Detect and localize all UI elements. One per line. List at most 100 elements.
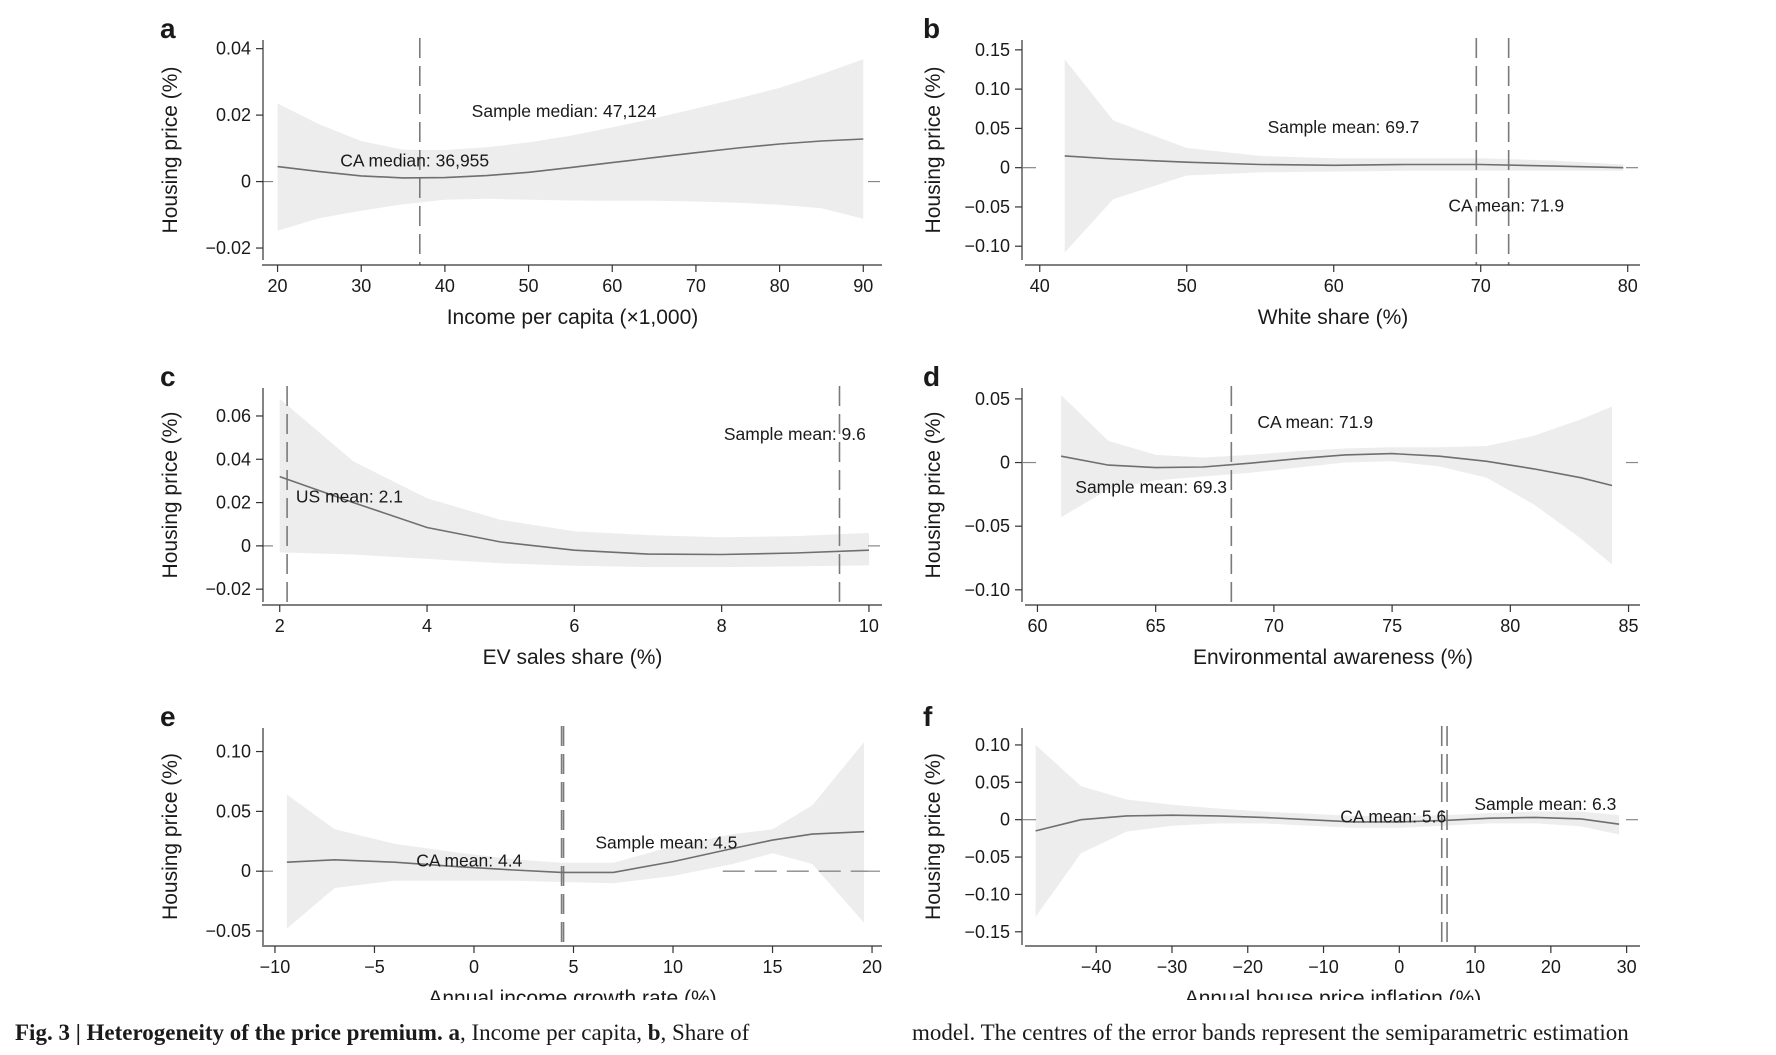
y-tick-label: 0 <box>241 172 251 192</box>
y-tick-label: 0.10 <box>216 742 251 762</box>
x-tick-label: 60 <box>1324 276 1344 296</box>
y-tick-label: 0.10 <box>975 735 1010 755</box>
x-tick-label: 10 <box>1465 957 1485 977</box>
x-tick-label: 65 <box>1146 616 1166 636</box>
x-tick-label: 0 <box>1394 957 1404 977</box>
y-tick-label: 0 <box>241 861 251 881</box>
x-tick-label: −40 <box>1081 957 1112 977</box>
x-tick-label: −20 <box>1232 957 1263 977</box>
panel-letter: a <box>160 13 176 44</box>
x-tick-label: 80 <box>1618 276 1638 296</box>
y-axis-title: Housing price (%) <box>159 412 182 579</box>
caption-text-a: , Income per capita, <box>459 1020 642 1045</box>
y-tick-label: −0.05 <box>964 847 1010 867</box>
panel-a: −0.02 0 0.02 0.04 20 30 40 50 60 70 80 90 Income per… <box>159 13 882 329</box>
x-tick-label: −30 <box>1157 957 1188 977</box>
x-tick-label: 15 <box>763 957 783 977</box>
panel-letter: e <box>160 701 176 732</box>
y-axis-title: Housing price (%) <box>922 753 945 920</box>
y-tick-label: 0.02 <box>216 105 251 125</box>
x-tick-label: 50 <box>1177 276 1197 296</box>
x-tick-label: −5 <box>364 957 385 977</box>
annotation-1: CA mean: 71.9 <box>1257 412 1373 432</box>
confidence-band <box>286 742 865 929</box>
x-tick-label: 70 <box>1264 616 1284 636</box>
x-tick-label: 90 <box>853 276 873 296</box>
y-tick-label: −0.05 <box>205 921 251 941</box>
annotation-1: Sample mean: 69.7 <box>1268 117 1420 137</box>
fitted-line <box>1035 814 1620 832</box>
y-tick-label: 0.04 <box>216 39 251 59</box>
x-tick-label: 70 <box>686 276 706 296</box>
x-tick-label: 6 <box>569 616 579 636</box>
panel-d: −0.10 −0.05 0 0.05 60 65 70 75 80 85 Environmental… <box>922 361 1640 669</box>
annotation-2: CA mean: 71.9 <box>1448 196 1564 216</box>
x-axis-title: EV sales share (%) <box>483 646 663 669</box>
x-tick-label: 20 <box>268 276 288 296</box>
x-tick-label: 70 <box>1471 276 1491 296</box>
x-axis-title: Annual income growth rate (%) <box>428 987 716 1000</box>
x-axis-title: Income per capita (×1,000) <box>447 306 699 329</box>
annotation-2: CA mean: 4.4 <box>416 850 522 870</box>
annotation-2: US mean: 2.1 <box>296 487 403 507</box>
y-tick-label: 0.15 <box>975 40 1010 60</box>
annotation-1: Sample mean: 9.6 <box>724 424 866 444</box>
x-tick-label: 60 <box>1027 616 1047 636</box>
y-tick-label: −0.10 <box>964 580 1010 600</box>
y-tick-label: 0.02 <box>216 493 251 513</box>
caption-label-b: b <box>647 1020 661 1045</box>
fitted-line <box>286 830 865 874</box>
x-tick-label: 40 <box>1030 276 1050 296</box>
x-tick-label: −10 <box>1308 957 1339 977</box>
x-tick-label: 40 <box>435 276 455 296</box>
y-tick-label: 0 <box>241 536 251 556</box>
confidence-band <box>279 398 869 568</box>
x-tick-label: 2 <box>275 616 285 636</box>
panel-c: −0.02 0 0.02 0.04 0.06 2 4 6 8 10 EV sales share (… <box>159 361 882 669</box>
y-axis-title: Housing price (%) <box>159 67 182 234</box>
annotation-1: CA mean: 5.6 <box>1340 807 1446 827</box>
fitted-line <box>1064 155 1624 169</box>
panel-b: −0.10 −0.05 0 0.05 0.10 0.15 40 50 60 70 80 White s… <box>922 13 1640 329</box>
y-tick-label: 0.05 <box>975 772 1010 792</box>
x-tick-label: 4 <box>422 616 432 636</box>
y-tick-label: −0.02 <box>205 579 251 599</box>
y-tick-label: −0.05 <box>964 516 1010 536</box>
annotation-2: CA median: 36,955 <box>340 150 489 170</box>
x-axis-title: White share (%) <box>1258 306 1409 329</box>
x-tick-label: 60 <box>602 276 622 296</box>
panel-letter: b <box>923 13 940 44</box>
caption-continued: model. The centres of the error bands re… <box>912 1020 1629 1045</box>
x-tick-label: 80 <box>770 276 790 296</box>
x-axis-title: Environmental awareness (%) <box>1193 646 1473 669</box>
y-tick-label: 0.06 <box>216 406 251 426</box>
x-tick-label: 20 <box>1541 957 1561 977</box>
x-tick-label: 0 <box>469 957 479 977</box>
panel-f: −0.15 −0.10 −0.05 0 0.05 0.10 −40 −30 −20 −10 0 10 2… <box>922 701 1640 1000</box>
y-tick-label: −0.10 <box>964 236 1010 256</box>
y-tick-label: 0 <box>1000 810 1010 830</box>
x-tick-label: −10 <box>260 957 291 977</box>
panel-letter: c <box>160 361 176 392</box>
confidence-band <box>1061 395 1612 565</box>
fitted-line <box>277 138 864 179</box>
y-tick-label: 0.05 <box>975 118 1010 138</box>
x-tick-label: 8 <box>717 616 727 636</box>
x-tick-label: 10 <box>663 957 683 977</box>
panel-e: −0.05 0 0.05 0.10 −10 −5 0 5 10 15 20 Annual income… <box>159 701 882 1000</box>
confidence-band <box>1064 59 1624 253</box>
y-axis-title: Housing price (%) <box>159 753 182 920</box>
caption-title: Fig. 3 | Heterogeneity of the price prem… <box>15 1020 443 1045</box>
fitted-line <box>1060 452 1613 487</box>
y-tick-label: 0 <box>1000 453 1010 473</box>
x-tick-label: 30 <box>1617 957 1637 977</box>
x-tick-label: 20 <box>862 957 882 977</box>
annotation-2: Sample mean: 69.3 <box>1075 477 1227 497</box>
annotation-1: Sample mean: 4.5 <box>595 832 737 852</box>
x-tick-label: 75 <box>1382 616 1402 636</box>
confidence-band <box>1035 744 1620 917</box>
x-tick-label: 10 <box>859 616 879 636</box>
caption-left: Fig. 3 | Heterogeneity of the price prem… <box>15 1020 895 1046</box>
y-tick-label: 0.10 <box>975 79 1010 99</box>
caption-right: model. The centres of the error bands re… <box>912 1020 1762 1046</box>
